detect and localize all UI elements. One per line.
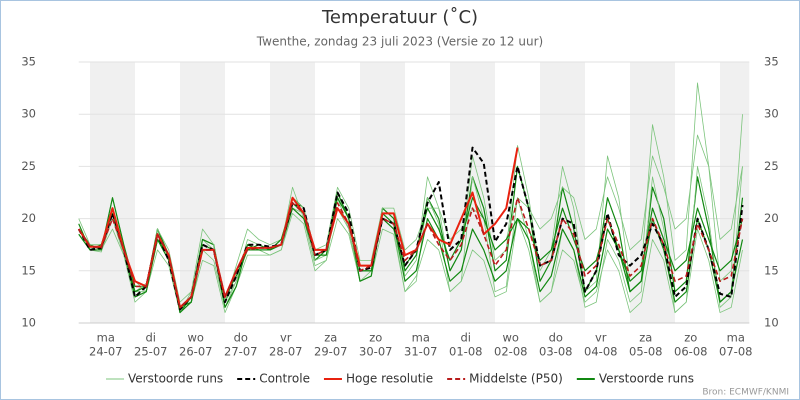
legend-label: Verstoorde runs — [599, 372, 694, 386]
y-tick-label: 10 — [21, 316, 36, 330]
x-tick-day: ma — [97, 331, 115, 345]
series-line — [78, 197, 744, 314]
x-tick-day: vr — [595, 331, 607, 345]
day-shade — [360, 62, 405, 323]
series-line — [78, 134, 743, 303]
y2-tick-label: 15 — [764, 263, 779, 277]
x-tick-day: vr — [280, 331, 292, 345]
x-tick-day: za — [324, 331, 337, 345]
y2-tick-label: 25 — [764, 159, 779, 173]
x-tick-day: ma — [727, 331, 745, 345]
series-line — [78, 196, 744, 309]
x-tick-date: 29-07 — [314, 345, 347, 359]
x-tick-date: 05-08 — [629, 345, 662, 359]
y-tick-label: 35 — [21, 55, 36, 69]
day-shade — [630, 62, 675, 323]
chart-subtitle: Twenthe, zondag 23 juli 2023 (Versie zo … — [256, 35, 543, 49]
y-tick-label: 25 — [21, 159, 36, 173]
day-shade — [90, 62, 135, 323]
x-tick-date: 31-07 — [404, 345, 437, 359]
day-shade — [180, 62, 225, 323]
y2-tick-label: 30 — [764, 107, 779, 121]
x-tick-date: 02-08 — [494, 345, 527, 359]
x-tick-day: di — [146, 331, 157, 345]
x-tick-date: 30-07 — [359, 345, 392, 359]
day-shade — [720, 62, 750, 323]
x-tick-date: 01-08 — [449, 345, 482, 359]
x-tick-date: 28-07 — [269, 345, 302, 359]
series-line — [77, 147, 519, 309]
x-tick-day: ma — [412, 331, 430, 345]
x-tick-day: za — [639, 331, 652, 345]
chart-title: Temperatuur (˚C) — [321, 7, 478, 28]
x-tick-day: di — [461, 331, 472, 345]
legend: Verstoorde runs Controle Hoge resolutie Mid… — [106, 372, 694, 386]
x-tick-date: 26-07 — [179, 345, 212, 359]
x-tick-date: 24-07 — [89, 345, 122, 359]
legend-label: Hoge resolutie — [346, 372, 433, 386]
day-shade — [540, 62, 585, 323]
y-tick-label: 20 — [21, 211, 36, 225]
x-tick-date: 07-08 — [719, 345, 752, 359]
x-tick-date: 27-07 — [224, 345, 257, 359]
day-shade — [270, 62, 315, 323]
y-tick-label: 30 — [21, 107, 36, 121]
x-tick-date: 06-08 — [674, 345, 707, 359]
x-tick-day: do — [234, 331, 248, 345]
series-line — [77, 146, 744, 311]
x-tick-day: zo — [369, 331, 382, 345]
source: Bron: ECMWF/KNMI — [702, 388, 789, 398]
x-tick-day: wo — [188, 331, 204, 345]
x-tick-date: 25-07 — [134, 345, 167, 359]
series-line — [78, 166, 743, 313]
y2-tick-label: 35 — [764, 55, 779, 69]
x-tick-day: zo — [684, 331, 697, 345]
x-tick-date: 04-08 — [584, 345, 617, 359]
legend-label: Middelste (P50) — [469, 372, 563, 386]
y2-tick-label: 10 — [764, 316, 779, 330]
legend-label: Controle — [259, 372, 310, 386]
y2-tick-label: 20 — [764, 211, 779, 225]
x-tick-day: wo — [503, 331, 519, 345]
y-tick-label: 15 — [21, 263, 36, 277]
x-tick-date: 03-08 — [539, 345, 572, 359]
legend-label: Verstoorde runs — [128, 372, 223, 386]
x-tick-day: do — [549, 331, 563, 345]
